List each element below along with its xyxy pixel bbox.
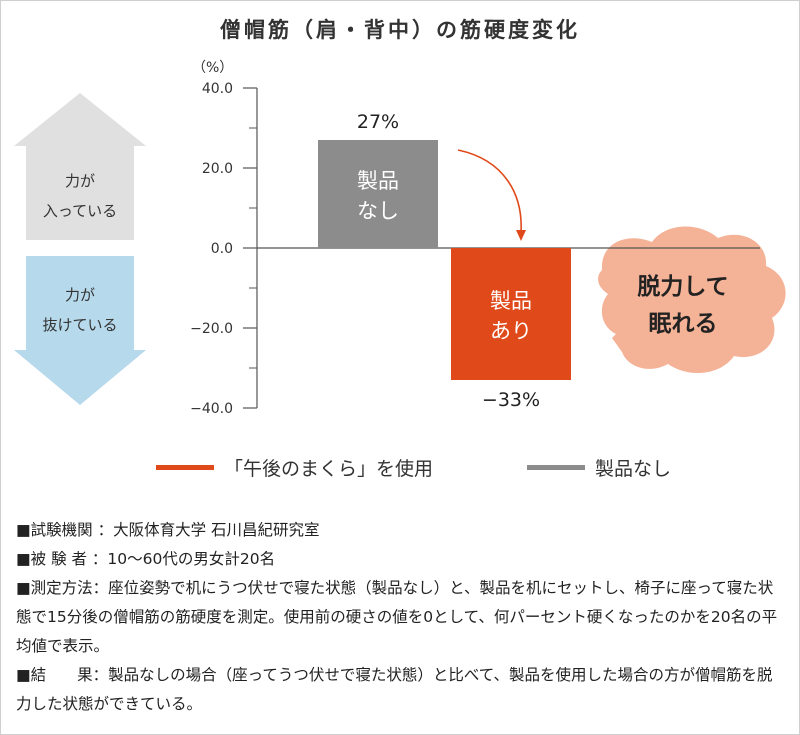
bar-product-with bbox=[451, 248, 571, 380]
study-notes: ■試験機関 ：大阪体育大学 石川昌紀研究室 ■被 験 者 ：10〜60代の男女計… bbox=[16, 516, 786, 719]
y-axis-unit: （%） bbox=[192, 60, 234, 76]
bar-value-label: −33% bbox=[482, 389, 540, 411]
bar-value-label: 27% bbox=[357, 111, 399, 133]
note-method: ■測定方法：座位姿勢で机にうつ伏せで寝た状態（製品なし）と、製品を机にセットし、… bbox=[16, 579, 778, 655]
up-arrow-label: 力が 入っている bbox=[30, 166, 130, 226]
callout-line-2: 眠れる bbox=[649, 311, 718, 337]
bar-inner-label-line2: あり bbox=[490, 319, 532, 343]
y-tick-label: −40.0 bbox=[190, 401, 233, 417]
y-tick-label: −20.0 bbox=[190, 321, 233, 337]
y-tick-label: 40.0 bbox=[202, 81, 233, 97]
legend-swatch-with-product bbox=[156, 465, 214, 470]
legend-item-with-product: 「午後のまくら」を使用 bbox=[156, 454, 433, 481]
annotation-curve-arrow bbox=[457, 149, 522, 233]
note-result: ■結 果：製品なしの場合（座ってうつ伏せで寝た状態）と比べて、製品を使用した場合… bbox=[16, 666, 773, 713]
y-tick-label: 0.0 bbox=[211, 241, 233, 257]
up-arrow-label-line1: 力が bbox=[64, 172, 95, 190]
bar-product-none bbox=[318, 140, 438, 248]
bar-inner-label-line1: 製品 bbox=[490, 289, 532, 313]
legend-swatch-no-product bbox=[527, 465, 585, 470]
note-subjects: ■被 験 者 ：10〜60代の男女計20名 bbox=[16, 550, 276, 568]
bar-inner-label-line2: なし bbox=[357, 199, 399, 223]
legend-item-no-product: 製品なし bbox=[527, 454, 671, 481]
down-arrow-label: 力が 抜けている bbox=[30, 280, 130, 340]
callout-line-1: 脱力して bbox=[637, 273, 728, 300]
note-institution: ■試験機関 ：大阪体育大学 石川昌紀研究室 bbox=[16, 521, 320, 539]
y-tick-label: 20.0 bbox=[202, 161, 233, 177]
legend-label-with-product: 「午後のまくら」を使用 bbox=[224, 458, 434, 480]
legend-label-no-product: 製品なし bbox=[595, 458, 672, 480]
bar-inner-label-line1: 製品 bbox=[357, 169, 399, 193]
annotation-arrowhead bbox=[516, 230, 526, 241]
callout-cloud-shape bbox=[598, 226, 786, 374]
chart-title: 僧帽筋（肩・背中）の筋硬度変化 bbox=[220, 18, 580, 42]
up-arrow-label-line2: 入っている bbox=[42, 202, 118, 220]
up-arrow-shape bbox=[14, 93, 146, 240]
down-arrow-label-line1: 力が bbox=[64, 286, 95, 304]
down-arrow-shape bbox=[14, 256, 146, 405]
down-arrow-label-line2: 抜けている bbox=[42, 316, 118, 334]
